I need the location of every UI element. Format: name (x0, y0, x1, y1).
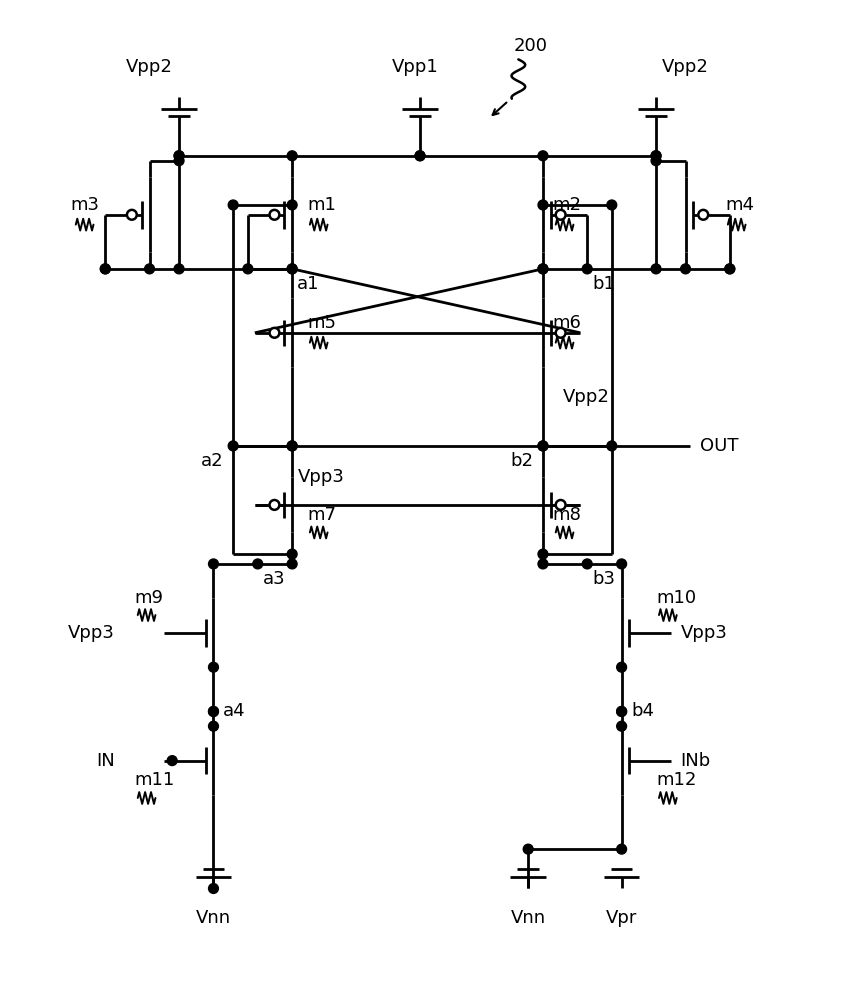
Text: IN: IN (97, 752, 115, 770)
Text: Vpp3: Vpp3 (299, 468, 345, 486)
Circle shape (582, 559, 592, 569)
Circle shape (556, 500, 565, 510)
Text: b4: b4 (632, 702, 654, 720)
Text: m6: m6 (553, 314, 582, 332)
Text: b3: b3 (592, 570, 615, 588)
Circle shape (228, 441, 238, 451)
Circle shape (209, 721, 219, 731)
Circle shape (538, 559, 547, 569)
Circle shape (538, 441, 547, 451)
Text: m2: m2 (553, 196, 582, 214)
Circle shape (616, 707, 627, 716)
Circle shape (698, 210, 708, 220)
Circle shape (288, 264, 297, 274)
Circle shape (616, 559, 627, 569)
Circle shape (269, 500, 279, 510)
Circle shape (651, 151, 661, 161)
Circle shape (582, 264, 592, 274)
Text: m11: m11 (135, 771, 175, 789)
Circle shape (680, 264, 690, 274)
Text: m9: m9 (135, 589, 164, 607)
Text: m10: m10 (656, 589, 696, 607)
Circle shape (288, 151, 297, 161)
Circle shape (651, 151, 661, 161)
Text: OUT: OUT (701, 437, 738, 455)
Circle shape (174, 156, 184, 166)
Circle shape (556, 328, 565, 338)
Text: INb: INb (680, 752, 711, 770)
Text: m12: m12 (656, 771, 696, 789)
Text: m8: m8 (553, 506, 582, 524)
Text: 200: 200 (514, 37, 547, 55)
Circle shape (556, 210, 565, 220)
Circle shape (607, 200, 616, 210)
Circle shape (616, 662, 627, 672)
Circle shape (269, 210, 279, 220)
Circle shape (167, 756, 177, 766)
Circle shape (209, 707, 219, 716)
Text: Vnn: Vnn (510, 909, 546, 927)
Text: Vpp3: Vpp3 (680, 624, 727, 642)
Circle shape (288, 549, 297, 559)
Circle shape (145, 264, 155, 274)
Circle shape (523, 844, 533, 854)
Text: Vpp3: Vpp3 (68, 624, 115, 642)
Circle shape (174, 151, 184, 161)
Text: a2: a2 (201, 452, 224, 470)
Circle shape (725, 264, 735, 274)
Circle shape (209, 662, 219, 672)
Circle shape (288, 441, 297, 451)
Circle shape (253, 559, 262, 569)
Circle shape (100, 264, 110, 274)
Text: a3: a3 (262, 570, 285, 588)
Circle shape (228, 200, 238, 210)
Circle shape (243, 264, 253, 274)
Circle shape (288, 264, 297, 274)
Text: m1: m1 (307, 196, 336, 214)
Text: Vnn: Vnn (196, 909, 231, 927)
Text: Vpp2: Vpp2 (662, 58, 709, 76)
Circle shape (538, 264, 547, 274)
Circle shape (127, 210, 137, 220)
Circle shape (415, 151, 425, 161)
Circle shape (651, 156, 661, 166)
Circle shape (538, 151, 547, 161)
Text: a4: a4 (224, 702, 246, 720)
Circle shape (616, 844, 627, 854)
Circle shape (538, 264, 547, 274)
Circle shape (174, 151, 184, 161)
Circle shape (174, 264, 184, 274)
Circle shape (616, 721, 627, 731)
Circle shape (269, 328, 279, 338)
Text: b2: b2 (510, 452, 533, 470)
Text: Vpr: Vpr (606, 909, 637, 927)
Text: m4: m4 (725, 196, 754, 214)
Text: a1: a1 (297, 275, 320, 293)
Circle shape (209, 559, 219, 569)
Circle shape (415, 151, 425, 161)
Text: m7: m7 (307, 506, 336, 524)
Text: Vpp2: Vpp2 (563, 388, 610, 406)
Circle shape (288, 441, 297, 451)
Text: Vpp1: Vpp1 (392, 58, 438, 76)
Circle shape (288, 559, 297, 569)
Circle shape (607, 441, 616, 451)
Circle shape (725, 264, 735, 274)
Circle shape (288, 200, 297, 210)
Circle shape (209, 884, 219, 893)
Circle shape (538, 441, 547, 451)
Circle shape (209, 707, 219, 716)
Circle shape (651, 264, 661, 274)
Text: m5: m5 (307, 314, 336, 332)
Circle shape (538, 549, 547, 559)
Circle shape (616, 707, 627, 716)
Text: b1: b1 (592, 275, 615, 293)
Circle shape (538, 200, 547, 210)
Text: m3: m3 (71, 196, 100, 214)
Text: Vpp2: Vpp2 (126, 58, 173, 76)
Circle shape (100, 264, 110, 274)
